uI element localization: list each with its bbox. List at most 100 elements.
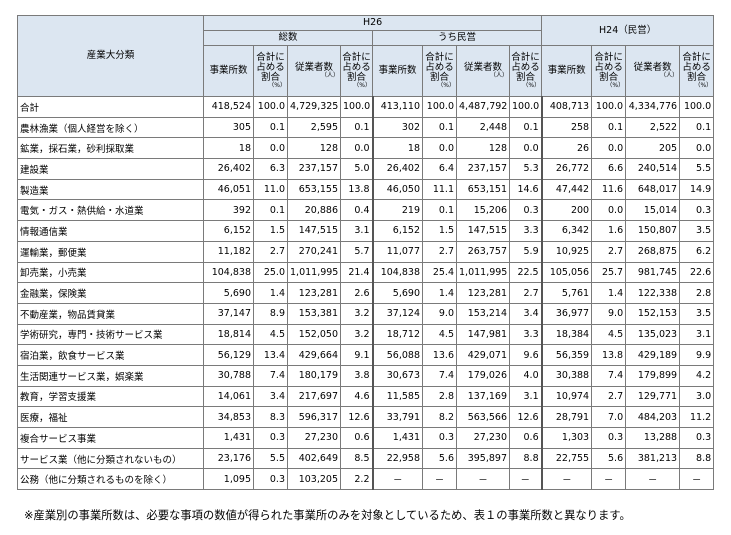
cell-value: 6,342 — [540, 220, 593, 242]
cell-value: 22.6 — [679, 261, 715, 284]
cell-value: 100.0 — [422, 96, 457, 118]
cell-value: 18,384 — [540, 323, 593, 346]
cell-value: 2.7 — [508, 282, 543, 304]
cell-value: 258 — [540, 116, 593, 139]
cell-value: 0.0 — [422, 137, 457, 160]
cell-value: 0.1 — [679, 116, 715, 139]
cell-value: 147,515 — [287, 220, 341, 242]
cell-value: 4.5 — [422, 323, 457, 346]
cell-value: 33,791 — [371, 406, 423, 428]
cell-value: 11.2 — [679, 406, 715, 428]
cell-value: 6,152 — [203, 220, 254, 242]
cell-value: 5.0 — [340, 158, 373, 180]
industry-header: 産業大分類 — [17, 15, 204, 97]
table-row: 医療，福祉 34,853 8.3 596,317 12.6 33,791 8.2 563,56… — [17, 406, 715, 428]
cell-value: 9.1 — [340, 344, 373, 366]
industry-name: 医療，福祉 — [17, 406, 204, 428]
cell-value: 9.9 — [679, 344, 715, 366]
cell-value: 26,402 — [371, 158, 423, 180]
cell-value: 18,712 — [371, 323, 423, 346]
cell-value: 5.7 — [340, 240, 373, 263]
industry-name: 鉱業，採石業，砂利採取業 — [17, 137, 204, 160]
cell-value: 5.3 — [508, 158, 543, 180]
cell-value: 56,359 — [540, 344, 593, 366]
cell-value: 11.1 — [422, 178, 457, 201]
cell-value: － — [540, 468, 593, 491]
cell-value: 128 — [287, 137, 341, 160]
cell-value: 100.0 — [340, 96, 373, 118]
private-share-establishments-header: 合計に占める割合 （%） — [422, 45, 457, 97]
cell-value: 2.7 — [422, 240, 457, 263]
cell-value: 5,690 — [371, 282, 423, 304]
cell-value: 1,011,995 — [287, 261, 341, 284]
cell-value: 104,838 — [371, 261, 423, 284]
industry-name: 学術研究，専門・技術サービス業 — [17, 323, 204, 346]
cell-value: 2.2 — [340, 468, 373, 491]
cell-value: 15,014 — [625, 199, 681, 222]
cell-value: 37,124 — [371, 302, 423, 325]
cell-value: 122,338 — [625, 282, 681, 304]
cell-value: 5.5 — [679, 158, 715, 180]
cell-value: 3.3 — [508, 323, 543, 346]
total-share-workers-header: 合計に占める割合 （%） — [340, 45, 373, 97]
cell-value: 2.7 — [591, 240, 627, 263]
cell-value: 22.5 — [508, 261, 543, 284]
cell-value: 6.4 — [422, 158, 457, 180]
cell-value: 11.6 — [591, 178, 627, 201]
cell-value: 1.4 — [253, 282, 288, 304]
industry-name: 金融業，保険業 — [17, 282, 204, 304]
cell-value: 105,056 — [540, 261, 593, 284]
cell-value: 152,153 — [625, 302, 681, 325]
table-row: 公務（他に分類されるものを除く） 1,095 0.3 103,205 2.2 －－－－－－… — [17, 468, 715, 491]
cell-value: 37,147 — [203, 302, 254, 325]
industry-name: 卸売業，小売業 — [17, 261, 204, 284]
cell-value: 12.6 — [340, 406, 373, 428]
cell-value: 2,595 — [287, 116, 341, 139]
total-group-header: 総数 — [203, 30, 373, 46]
industry-name: 宿泊業，飲食サービス業 — [17, 344, 204, 366]
cell-value: 22,755 — [540, 447, 593, 470]
cell-value: 270,241 — [287, 240, 341, 263]
table-row: 卸売業，小売業 104,838 25.0 1,011,995 21.4 104,838 25… — [17, 261, 715, 284]
cell-value: 18 — [203, 137, 254, 160]
private-group-header: うち民営 — [371, 30, 543, 46]
cell-value: 4.5 — [591, 323, 627, 346]
cell-value: － — [456, 468, 510, 491]
cell-value: 4.6 — [340, 385, 373, 408]
cell-value: 28,791 — [540, 406, 593, 428]
cell-value: 2.8 — [422, 385, 457, 408]
cell-value: 3.5 — [679, 302, 715, 325]
cell-value: 9.0 — [422, 302, 457, 325]
cell-value: 0.3 — [679, 199, 715, 222]
cell-value: 7.4 — [253, 364, 288, 387]
cell-value: 205 — [625, 137, 681, 160]
cell-value: － — [371, 468, 423, 491]
cell-value: 10,925 — [540, 240, 593, 263]
cell-value: 128 — [456, 137, 510, 160]
cell-value: 12.6 — [508, 406, 543, 428]
cell-value: 100.0 — [253, 96, 288, 118]
cell-value: 413,110 — [371, 96, 423, 118]
cell-value: 2,448 — [456, 116, 510, 139]
cell-value: 30,673 — [371, 364, 423, 387]
cell-value: 47,442 — [540, 178, 593, 201]
cell-value: 152,050 — [287, 323, 341, 346]
cell-value: 11,077 — [371, 240, 423, 263]
cell-value: 103,205 — [287, 468, 341, 491]
total-share-establishments-header: 合計に占める割合 （%） — [253, 45, 288, 97]
cell-value: 3.4 — [253, 385, 288, 408]
industry-name: 合計 — [17, 96, 204, 118]
cell-value: 0.1 — [422, 116, 457, 139]
cell-value: 179,026 — [456, 364, 510, 387]
cell-value: 484,203 — [625, 406, 681, 428]
cell-value: 200 — [540, 199, 593, 222]
cell-value: 129,771 — [625, 385, 681, 408]
table-row: 電気・ガス・熱供給・水道業 392 0.1 20,886 0.4 219 0.1 15,206… — [17, 199, 715, 222]
private-establishments-header: 事業所数 — [372, 45, 423, 97]
h26-header: H26 — [202, 15, 543, 31]
cell-value: 418,524 — [203, 96, 254, 118]
cell-value: 27,230 — [456, 427, 510, 449]
industry-name: 複合サービス事業 — [17, 427, 204, 449]
cell-value: 8.2 — [422, 406, 457, 428]
industry-name: 製造業 — [17, 178, 204, 201]
